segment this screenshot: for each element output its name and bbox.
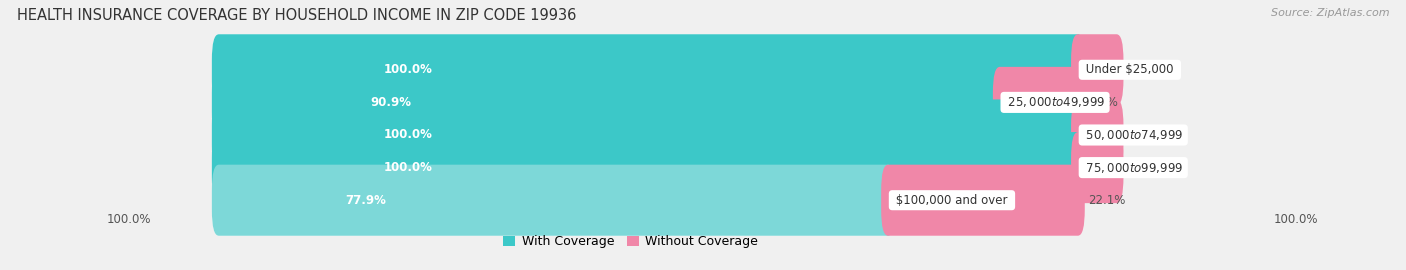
Text: $50,000 to $74,999: $50,000 to $74,999 [1083, 128, 1184, 142]
FancyBboxPatch shape [212, 132, 1085, 203]
Text: 0.0%: 0.0% [1128, 63, 1157, 76]
Text: 9.1%: 9.1% [1088, 96, 1118, 109]
FancyBboxPatch shape [993, 67, 1085, 138]
Text: HEALTH INSURANCE COVERAGE BY HOUSEHOLD INCOME IN ZIP CODE 19936: HEALTH INSURANCE COVERAGE BY HOUSEHOLD I… [17, 8, 576, 23]
Text: 100.0%: 100.0% [384, 161, 432, 174]
Text: 0.0%: 0.0% [1128, 161, 1157, 174]
FancyBboxPatch shape [212, 67, 1085, 138]
Text: 100.0%: 100.0% [384, 63, 432, 76]
FancyBboxPatch shape [212, 67, 1007, 138]
Text: $75,000 to $99,999: $75,000 to $99,999 [1083, 161, 1184, 175]
Legend: With Coverage, Without Coverage: With Coverage, Without Coverage [498, 230, 763, 253]
FancyBboxPatch shape [212, 99, 1085, 171]
Text: 0.0%: 0.0% [1128, 129, 1157, 141]
Text: Under $25,000: Under $25,000 [1083, 63, 1177, 76]
FancyBboxPatch shape [882, 165, 1085, 236]
FancyBboxPatch shape [1071, 132, 1123, 203]
Text: 100.0%: 100.0% [384, 129, 432, 141]
Text: 22.1%: 22.1% [1088, 194, 1126, 207]
FancyBboxPatch shape [212, 34, 1085, 105]
FancyBboxPatch shape [1071, 34, 1123, 105]
Text: 77.9%: 77.9% [346, 194, 387, 207]
FancyBboxPatch shape [212, 165, 896, 236]
Text: $100,000 and over: $100,000 and over [893, 194, 1011, 207]
FancyBboxPatch shape [212, 165, 1085, 236]
FancyBboxPatch shape [1071, 99, 1123, 171]
Text: Source: ZipAtlas.com: Source: ZipAtlas.com [1271, 8, 1389, 18]
FancyBboxPatch shape [212, 99, 1085, 171]
Text: $25,000 to $49,999: $25,000 to $49,999 [1004, 95, 1107, 109]
FancyBboxPatch shape [212, 34, 1085, 105]
FancyBboxPatch shape [212, 132, 1085, 203]
Text: 100.0%: 100.0% [1274, 212, 1319, 226]
Text: 90.9%: 90.9% [370, 96, 411, 109]
Text: 100.0%: 100.0% [107, 212, 152, 226]
